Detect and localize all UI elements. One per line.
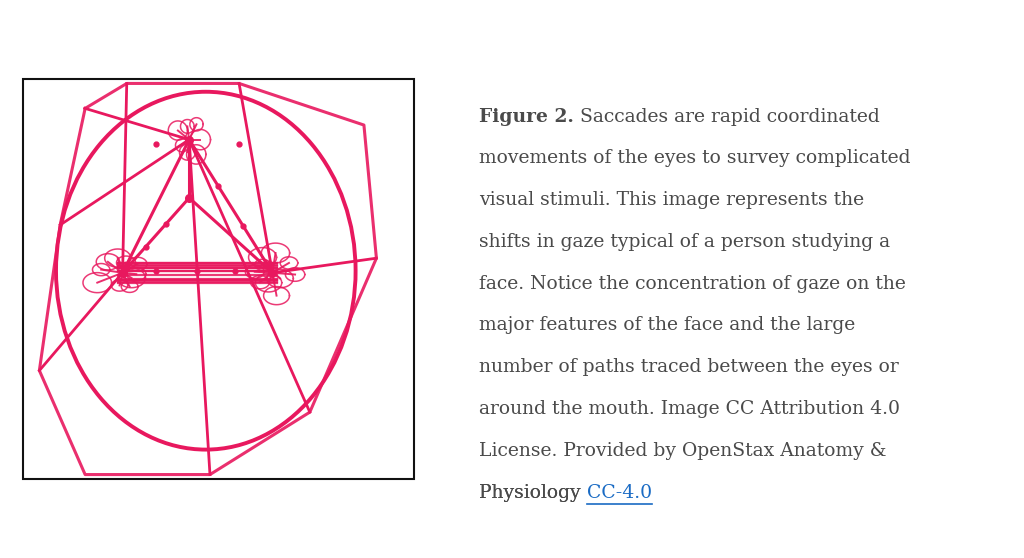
Text: Saccades are rapid coordinated: Saccades are rapid coordinated [581,108,880,126]
Text: Figure 2.: Figure 2. [479,108,581,126]
Text: shifts in gaze typical of a person studying a: shifts in gaze typical of a person study… [479,233,890,251]
Text: around the mouth. Image CC Attribution 4.0: around the mouth. Image CC Attribution 4… [479,400,900,418]
Text: major features of the face and the large: major features of the face and the large [479,316,855,334]
Text: CC-4.0: CC-4.0 [587,484,651,502]
Text: visual stimuli. This image represents the: visual stimuli. This image represents th… [479,191,864,209]
Text: number of paths traced between the eyes or: number of paths traced between the eyes … [479,358,899,376]
Text: face. Notice the concentration of gaze on the: face. Notice the concentration of gaze o… [479,275,906,293]
Text: Physiology: Physiology [479,484,587,502]
Text: Physiology: Physiology [479,484,587,502]
Text: movements of the eyes to survey complicated: movements of the eyes to survey complica… [479,150,910,167]
FancyBboxPatch shape [23,79,414,479]
Text: License. Provided by OpenStax Anatomy &: License. Provided by OpenStax Anatomy & [479,442,887,460]
